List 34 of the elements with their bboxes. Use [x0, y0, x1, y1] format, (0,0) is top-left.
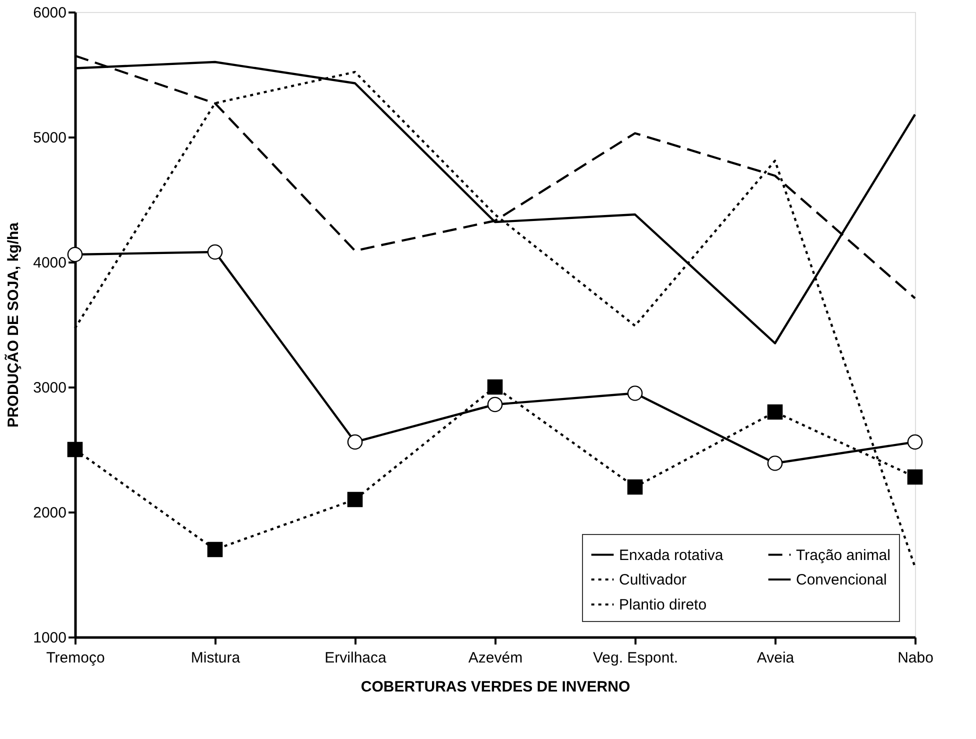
x-tick-label: Mistura — [190, 650, 241, 666]
y-axis-title: PRODUÇÃO DE SOJA, kg/ha — [4, 222, 22, 428]
x-axis-title: COBERTURAS VERDES DE INVERNO — [360, 678, 630, 696]
y-tick-label: 5000 — [33, 130, 66, 146]
point — [767, 456, 783, 471]
point — [347, 434, 363, 450]
y-tick-label: 4000 — [33, 254, 66, 272]
point — [627, 386, 643, 401]
legend-label: Convencional — [796, 572, 887, 588]
point — [67, 442, 83, 458]
x-tick-label: Veg. Espont. — [592, 650, 678, 666]
point — [67, 246, 83, 262]
point — [347, 492, 363, 508]
x-tick-label: Nabo — [898, 650, 934, 666]
point — [767, 404, 783, 420]
point — [207, 542, 223, 558]
point — [907, 434, 923, 450]
legend-label: Cultivador — [619, 572, 687, 588]
legend-label: Plantio direto — [619, 596, 707, 614]
x-tick-label: Ervilhaca — [324, 650, 387, 666]
x-tick-label: Aveia — [756, 650, 795, 666]
x-tick-label: Azevém — [468, 650, 523, 666]
y-tick-label: 2000 — [33, 504, 66, 522]
point — [907, 469, 923, 485]
point — [207, 244, 223, 260]
y-tick-label: 3000 — [33, 380, 66, 396]
y-tick-label: 1000 — [33, 630, 66, 646]
x-tick-label: Tremoço — [46, 650, 105, 666]
point — [487, 379, 503, 395]
point — [487, 396, 503, 412]
y-tick-label: 6000 — [33, 4, 66, 22]
legend-label: Enxada rotativa — [619, 546, 724, 564]
point — [627, 479, 643, 495]
legend-label: Tração animal — [796, 546, 890, 564]
